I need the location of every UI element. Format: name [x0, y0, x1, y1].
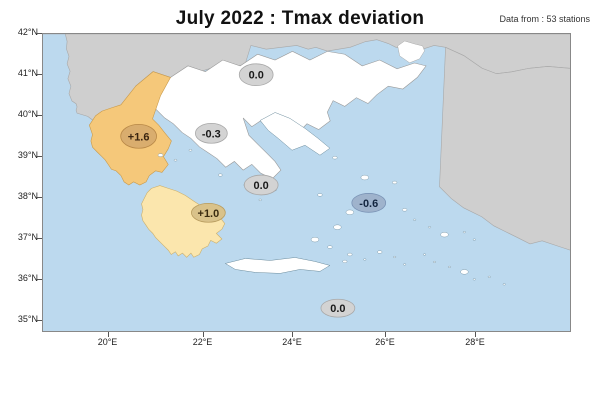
svg-text:+1.6: +1.6: [128, 131, 150, 143]
svg-text:0.0: 0.0: [330, 303, 345, 315]
svg-text:0.0: 0.0: [254, 180, 269, 192]
svg-text:+1.0: +1.0: [198, 208, 220, 220]
svg-text:-0.3: -0.3: [202, 128, 221, 140]
svg-text:0.0: 0.0: [249, 70, 264, 82]
svg-text:-0.6: -0.6: [359, 198, 378, 210]
